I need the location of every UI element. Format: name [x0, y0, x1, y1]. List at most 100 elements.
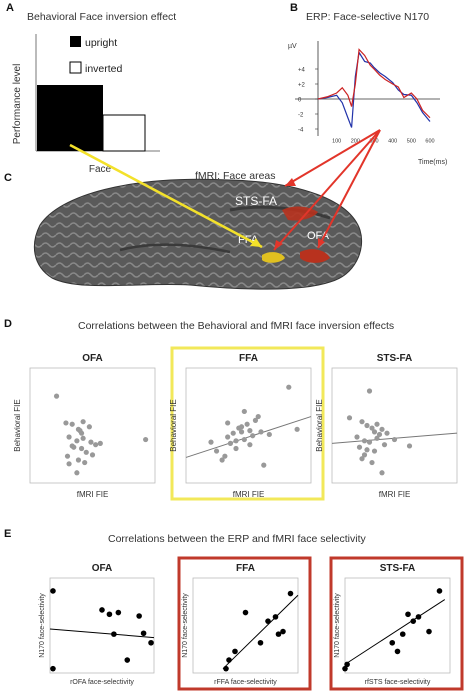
- scatter-point: [391, 436, 398, 443]
- bar-inverted: [102, 114, 146, 152]
- scatter-point: [226, 657, 232, 663]
- panel-b-xlabel: Time(ms): [418, 159, 447, 166]
- highlight-frame: [177, 556, 312, 691]
- plot-frame: [344, 577, 451, 674]
- panel-e-scatter-plots: OFA rOFA face-selectivity N170 face-select…: [39, 556, 464, 691]
- panel-letter-a: A: [6, 2, 14, 14]
- scatter-point: [406, 443, 413, 449]
- scatter-d-sts-fa: STS-FA fMRI FIE Behavioral FIE: [315, 353, 458, 499]
- erp-xtick-label: 400: [388, 139, 397, 145]
- scatter-point: [233, 445, 239, 452]
- scatter-point: [244, 421, 250, 427]
- scatter-point: [93, 442, 99, 448]
- scatter-point: [136, 613, 142, 619]
- scatter-point: [124, 657, 131, 663]
- scatter-e-ofa: OFA rOFA face-selectivity N170 face-select…: [39, 563, 155, 686]
- scatter-point: [233, 438, 239, 444]
- scatter-point: [238, 429, 245, 435]
- scatter-point: [255, 413, 261, 420]
- scatter-point: [53, 393, 60, 399]
- scatter-point: [261, 462, 267, 468]
- panel-b-erp-chart: µV +4+20-2-4 100200300400500600 Time(ms): [288, 41, 447, 166]
- scatter-point: [99, 607, 105, 613]
- scatter-point: [265, 618, 271, 624]
- scatter-point: [80, 419, 86, 425]
- scatter-point: [88, 439, 94, 445]
- scatter-point: [286, 384, 292, 390]
- scatter-point: [97, 440, 103, 446]
- scatter-point: [415, 614, 422, 620]
- scatter-point: [225, 420, 231, 426]
- panel-letter-b: B: [290, 2, 298, 14]
- scatter-point: [247, 442, 253, 448]
- label-ofa: OFA: [307, 230, 330, 242]
- legend-label-upright: upright: [85, 37, 117, 49]
- erp-ytick-label: -4: [298, 128, 304, 134]
- scatter-point: [247, 428, 253, 434]
- scatter-point: [241, 408, 247, 415]
- scatter-point: [80, 435, 86, 441]
- plot-xlabel: fMRI FIE: [379, 490, 411, 499]
- scatter-point: [115, 609, 122, 616]
- scatter-point: [389, 639, 396, 646]
- plot-xlabel: fMRI FIE: [77, 490, 109, 499]
- panel-letter-e: E: [4, 528, 12, 540]
- scatter-point: [356, 444, 363, 450]
- erp-ytick-label: +4: [298, 68, 306, 74]
- scatter-point: [241, 436, 247, 443]
- scatter-point: [66, 461, 72, 467]
- plot-frame: [49, 577, 155, 674]
- scatter-d-ffa: FFA fMRI FIE Behavioral FIE: [169, 346, 325, 501]
- scatter-point: [63, 420, 69, 426]
- scatter-point: [359, 419, 365, 425]
- scatter-point: [75, 457, 82, 463]
- scatter-point: [364, 422, 370, 429]
- scatter-point: [89, 452, 96, 458]
- plot-ylabel: N170 face-selectivity: [182, 593, 189, 658]
- highlight-frame: [329, 556, 464, 691]
- plot-ylabel: Behavioral FIE: [315, 399, 324, 451]
- arrow-red-ofa: [317, 129, 381, 249]
- scatter-e-ffa: FFA rFFA face-selectivity N170 face-select…: [177, 556, 312, 691]
- bar-upright: [37, 85, 103, 151]
- plot-title: STS-FA: [380, 563, 416, 574]
- plot-ylabel: N170 face-selectivity: [334, 593, 341, 658]
- panel-d-scatter-plots: OFA fMRI FIE Behavioral FIE FFA fMRI FIE Beha…: [13, 346, 458, 501]
- plot-frame: [331, 367, 458, 484]
- scatter-point: [78, 445, 85, 452]
- scatter-point: [436, 588, 443, 594]
- plot-xlabel: rOFA face-selectivity: [70, 679, 134, 686]
- scatter-point: [275, 631, 282, 637]
- plot-xlabel: rFFA face-selectivity: [214, 679, 277, 686]
- plot-frame: [29, 367, 156, 484]
- scatter-point: [354, 434, 360, 440]
- scatter-point: [69, 421, 75, 427]
- arrow-yellow: [69, 143, 263, 249]
- ofa-activation: [300, 249, 330, 263]
- plot-ylabel: N170 face-selectivity: [39, 593, 46, 658]
- scatter-point: [213, 448, 220, 454]
- scatter-point: [77, 428, 83, 434]
- plot-xlabel: rfSTS face-selectivity: [365, 679, 431, 686]
- scatter-point: [143, 436, 149, 443]
- scatter-point: [369, 425, 375, 431]
- erp-ytick-label: +2: [298, 83, 306, 89]
- scatter-point: [369, 459, 375, 466]
- scatter-point: [344, 661, 350, 668]
- scatter-point: [366, 439, 373, 445]
- scatter-point: [227, 440, 234, 446]
- scatter-point: [280, 628, 286, 635]
- scatter-point: [399, 631, 406, 637]
- scatter-point: [74, 438, 80, 444]
- panel-d-title: Correlations between the Behavioral and …: [78, 320, 395, 332]
- plot-title: FFA: [236, 563, 255, 574]
- scatter-point: [364, 447, 370, 453]
- scatter-point: [257, 639, 264, 646]
- erp-xtick-label: 100: [332, 139, 341, 145]
- scatter-point: [50, 588, 56, 594]
- scatter-point: [381, 442, 388, 448]
- legend-swatch-upright: [70, 36, 81, 47]
- plot-ylabel: Behavioral FIE: [169, 399, 178, 451]
- erp-ytick-label: 0: [298, 98, 302, 104]
- scatter-point: [258, 429, 264, 435]
